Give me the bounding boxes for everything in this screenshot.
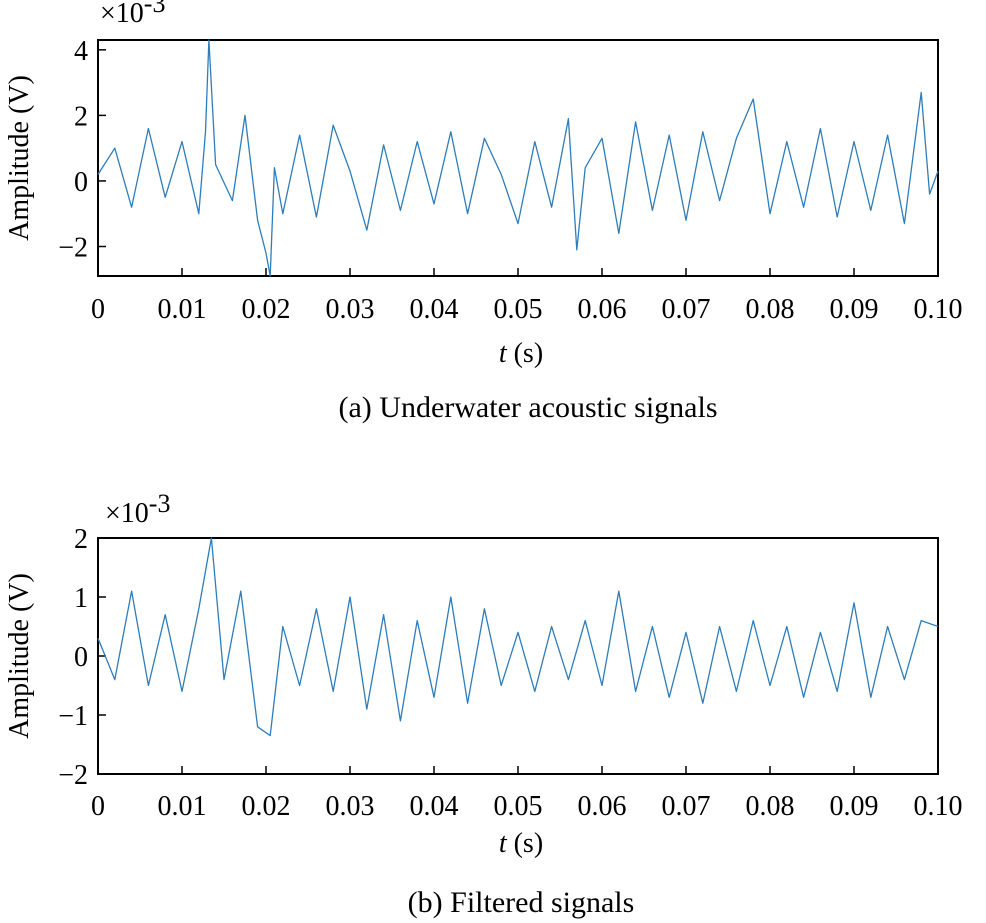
- panel-b-y-tick-label: 0: [74, 642, 88, 673]
- panel-a-series-line: [97, 39, 939, 277]
- panel-b-x-tick-label: 0.06: [578, 791, 627, 822]
- panel-b-x-tick-label: 0.10: [914, 791, 963, 822]
- panel-b-y-tick-label: −2: [58, 760, 88, 791]
- panel-a-x-tick-label: 0.04: [410, 294, 459, 325]
- panel-a-y-tick-label: 2: [74, 101, 88, 132]
- panel-a-x-tick-label: 0.02: [242, 294, 291, 325]
- panel-b-x-tick-label: 0.08: [746, 791, 795, 822]
- panel-b-caption: (b) Filtered signals: [408, 886, 635, 919]
- panel-b-x-tick-label: 0: [91, 791, 105, 822]
- panel-a-x-tick-label: 0.01: [158, 294, 207, 325]
- panel-a-x-tick-label: 0.09: [830, 294, 879, 325]
- panel-a-y-tick-label: −2: [58, 233, 88, 264]
- panel-b-x-ticks: 0 0.01 0.02 0.03 0.04 0.05 0.06 0.07 0.08 0.09 0.1…: [91, 766, 963, 822]
- panel-a-x-tick-label: 0.10: [914, 294, 963, 325]
- panel-a-x-tick-label: 0.06: [578, 294, 627, 325]
- panel-a-y-ticks: −2 0 2 4: [58, 36, 106, 264]
- panel-b-axes-box: [97, 537, 939, 775]
- panel-a-x-tick-label: 0: [91, 294, 105, 325]
- panel-b-x-tick-label: 0.04: [410, 791, 459, 822]
- panel-b-y-tick-label: 1: [74, 583, 88, 614]
- panel-b-x-tick-label: 0.01: [158, 791, 207, 822]
- panel-b-xlabel: t (s): [499, 828, 543, 859]
- panel-b: 0 0.01 0.02 0.03 0.04 0.05 0.06 0.07 0.08 0.09 0.1…: [4, 489, 963, 919]
- panel-b-x-tick-label: 0.02: [242, 791, 291, 822]
- panel-b-series-line: [97, 537, 939, 737]
- panel-a: 0 0.01 0.02 0.03 0.04 0.05 0.06 0.07 0.08 0.09 0.1…: [4, 0, 963, 424]
- panel-b-y-tick-label: 2: [74, 524, 88, 555]
- panel-b-y-tick-label: −1: [58, 701, 88, 732]
- panel-b-x-tick-label: 0.07: [662, 791, 711, 822]
- panel-a-x-tick-label: 0.03: [326, 294, 375, 325]
- panel-a-axes-box: [97, 39, 939, 277]
- panel-a-x-tick-label: 0.05: [494, 294, 543, 325]
- panel-b-x-tick-label: 0.09: [830, 791, 879, 822]
- panel-b-y-ticks: −2 −1 0 1 2: [58, 524, 106, 791]
- panel-a-ylabel: Amplitude (V): [4, 75, 35, 241]
- panel-b-x-tick-label: 0.03: [326, 791, 375, 822]
- panel-b-y-multiplier: ×10-3: [105, 489, 170, 529]
- panel-a-y-multiplier: ×10-3: [100, 0, 165, 29]
- panel-a-caption: (a) Underwater acoustic signals: [338, 391, 717, 424]
- panel-a-x-tick-label: 0.08: [746, 294, 795, 325]
- panel-b-x-tick-label: 0.05: [494, 791, 543, 822]
- panel-a-y-tick-label: 0: [74, 167, 88, 198]
- panel-a-y-tick-label: 4: [74, 36, 88, 67]
- panel-a-xlabel: t (s): [499, 338, 543, 369]
- panel-a-x-tick-label: 0.07: [662, 294, 711, 325]
- panel-a-x-ticks: 0 0.01 0.02 0.03 0.04 0.05 0.06 0.07 0.08 0.09 0.1…: [91, 268, 963, 325]
- panel-b-ylabel: Amplitude (V): [4, 573, 35, 739]
